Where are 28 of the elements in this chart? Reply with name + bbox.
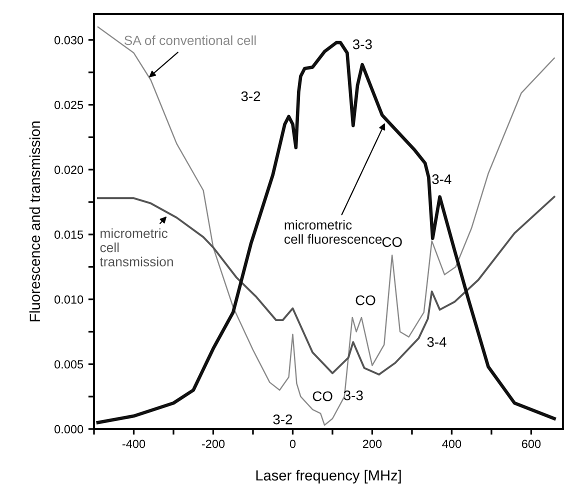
y-tick-label: 0.020 [54, 166, 84, 174]
y-tick-label: 0.030 [54, 36, 84, 44]
y-tick-label: 0.005 [54, 360, 84, 369]
annotation: CO [382, 237, 402, 247]
annotation: 3-2 [273, 414, 292, 424]
x-tick-label: -400 [122, 440, 146, 448]
y-tick-label: 0.010 [54, 295, 84, 304]
annotation: 3-3 [344, 390, 363, 400]
y-tick-label: 0.025 [54, 100, 84, 110]
annotation: CO [312, 391, 332, 402]
line-series [97, 196, 556, 376]
x-tick-label: 0 [290, 440, 296, 448]
annotation: 3-4 [432, 174, 452, 184]
y-tick-label: 0.000 [54, 425, 84, 434]
annotation: CO [356, 295, 376, 306]
x-tick-label: -200 [202, 440, 225, 448]
x-tick-label: 400 [442, 440, 462, 448]
x-tick-label: 600 [522, 440, 541, 448]
annotation: micrometric cell transmission [100, 228, 173, 266]
annotation: 3-3 [352, 39, 372, 50]
annotation: micrometric cell fluorescence [284, 220, 382, 244]
x-tick-label: 200 [362, 440, 382, 448]
y-tick-label: 0.015 [54, 230, 84, 239]
y-axis-title: Fluorescence and transmission [29, 122, 40, 322]
annotation: SA of conventional cell [124, 35, 256, 46]
annotation: 3-4 [427, 337, 446, 347]
x-axis-title: Laser frequency [MHz] [256, 470, 401, 484]
annotation: 3-2 [241, 91, 260, 102]
